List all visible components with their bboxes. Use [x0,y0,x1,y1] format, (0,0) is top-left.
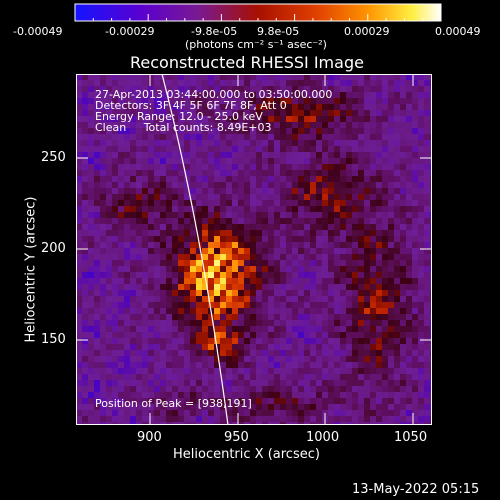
x-axis-title: Heliocentric X (arcsec) [173,447,320,462]
x-tick-label: 950 [224,430,249,445]
colorbar [74,3,442,22]
peak-position-label: Position of Peak = [938,191] [95,397,252,410]
colorbar-tick-label: -0.00049 [13,25,63,38]
y-axis-title: Heliocentric Y (arcsec) [23,196,39,343]
x-tick-label: 1050 [394,430,428,445]
render-timestamp: 13-May-2022 05:15 [352,482,480,497]
x-tick-label: 1000 [306,430,340,445]
colorbar-tick-label: 0.00049 [435,25,481,38]
y-tick-label: 250 [41,150,66,165]
colorbar-unit-label: (photons cm⁻² s⁻¹ asec⁻²) [185,38,327,51]
y-tick-label: 200 [41,241,66,256]
info-line-detectors: Detectors: 3F 4F 5F 6F 7F 8F, Att 0 [95,99,287,112]
colorbar-tick-label: -9.8e-05 [191,25,238,38]
info-line-energy: Energy Range: 12.0 - 25.0 keV [95,110,263,123]
observation-info: 27-Apr-2013 03:44:00.000 to 03:50:00.000… [95,89,332,133]
y-tick-label: 150 [41,332,66,347]
info-line-clean: Clean Total counts: 8.49E+03 [95,121,272,134]
flux-map [76,74,432,425]
x-tick-label: 900 [137,430,162,445]
colorbar-tick-label: 9.8e-05 [257,25,300,38]
plot-title: Reconstructed RHESSI Image [130,53,364,72]
colorbar-gradient [75,4,441,21]
colorbar-tick-label: 0.00029 [344,25,390,38]
solar-limb [161,74,229,425]
info-line-time: 27-Apr-2013 03:44:00.000 to 03:50:00.000 [95,88,333,101]
colorbar-tick-label: -0.00029 [105,25,155,38]
image-panel [76,74,432,425]
axis-ticks [76,74,432,425]
